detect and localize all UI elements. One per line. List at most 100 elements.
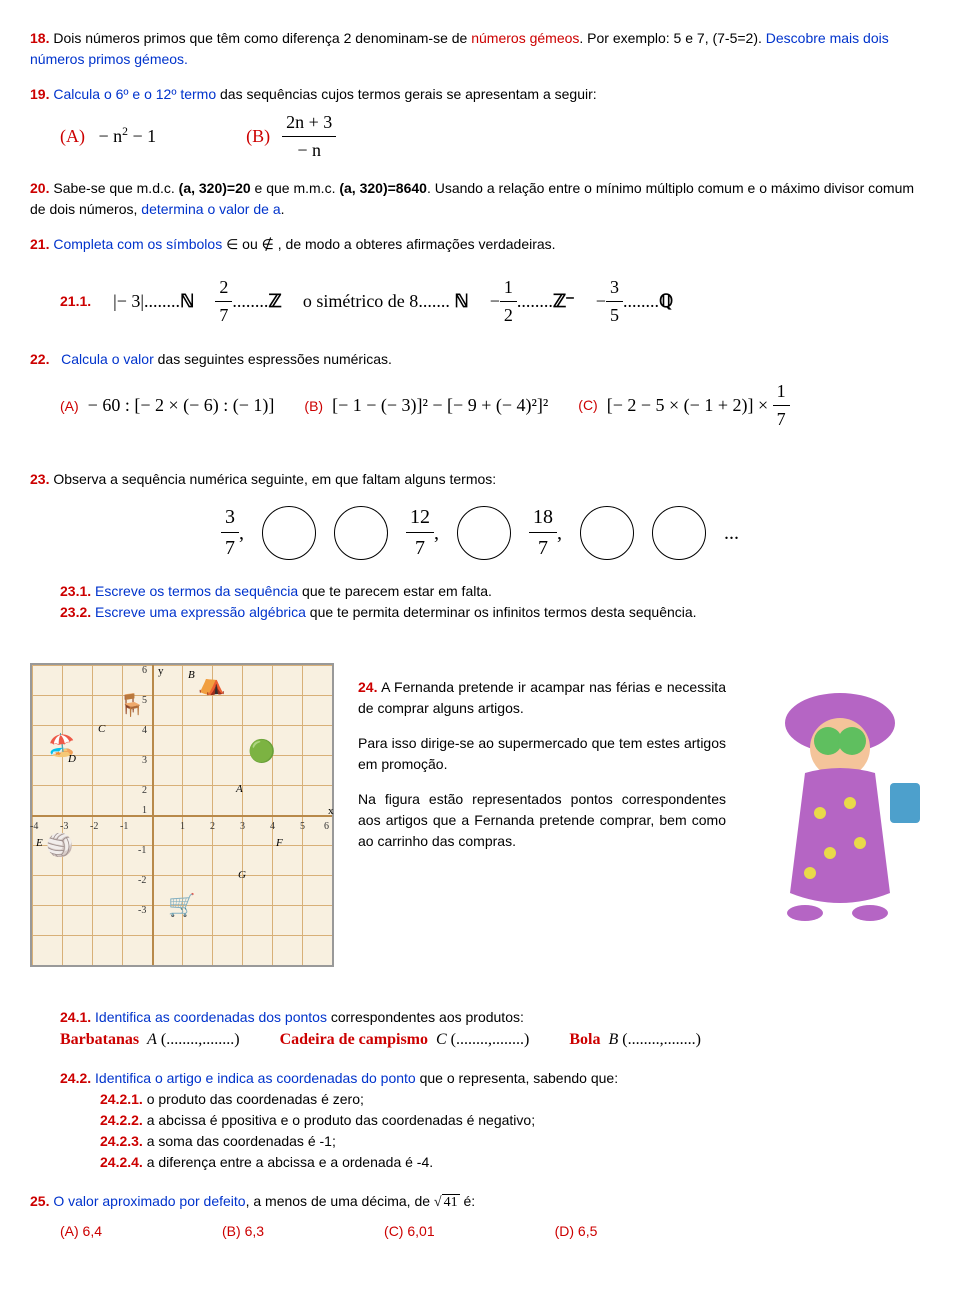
lady-illustration <box>750 663 930 929</box>
q21-1: 21.1. |− 3|........ℕ 27........ℤ o simét… <box>60 274 930 329</box>
tick-y: 2 <box>142 783 147 798</box>
q18-t3: . Por exemplo: 5 e 7, (7-5=2). <box>579 30 765 46</box>
q21-or: ou <box>238 236 261 252</box>
q24-text: 24. A Fernanda pretende ir acampar nas f… <box>358 663 726 866</box>
q21-num: 21. <box>30 236 49 252</box>
prod2v: C <box>436 1031 447 1048</box>
tick-y: -2 <box>138 873 146 888</box>
tick-x: 3 <box>240 819 245 834</box>
x-axis-label: x <box>328 803 334 820</box>
q24-1b: correspondentes aos produtos: <box>327 1009 524 1025</box>
prod2f: (........,........) <box>451 1031 530 1048</box>
q21-s1: ∈ <box>226 238 238 253</box>
q24-22n: 24.2.2. <box>100 1112 143 1128</box>
q21-e5t: 3 <box>606 274 623 302</box>
q21-tb: , de modo a obteres afirmações verdadeir… <box>274 236 556 252</box>
q21-e2s: ℤ <box>268 288 280 315</box>
q21-e2b: 7 <box>215 302 232 329</box>
q24-2a: Identifica o artigo e indica as coordena… <box>95 1070 416 1086</box>
q21-e4t: 1 <box>500 274 517 302</box>
q20-c: e que m.m.c. <box>251 180 340 196</box>
q21-e1a: |− 3| <box>113 291 144 311</box>
tick-x: 6 <box>324 819 329 834</box>
s-t2b: 7 <box>406 533 434 563</box>
q20-f: determina o valor de a <box>141 201 280 217</box>
q22-A: (A) <box>60 398 79 414</box>
q25-tc: é: <box>460 1193 476 1209</box>
q22-tb: das seguintes espressões numéricas. <box>154 351 392 367</box>
q21-1-num: 21.1. <box>60 291 91 312</box>
q21-e5s: ℚ <box>659 288 672 315</box>
q24-2b: que o representa, sabendo que: <box>416 1070 618 1086</box>
q22-exprs: (A) − 60 : [− 2 × (− 6) : (− 1)] (B) [− … <box>60 378 930 433</box>
tick-x: -4 <box>30 819 38 834</box>
ball-icon: 🏐 <box>46 829 73 862</box>
q22-ta: Calcula o valor <box>61 351 154 367</box>
q22-C: (C) <box>578 395 597 416</box>
tick-x: -2 <box>90 819 98 834</box>
q24-2-list: 24.2.1. o produto das coordenadas é zero… <box>100 1089 930 1173</box>
s-c2: , <box>434 518 439 548</box>
blank-circle <box>580 506 634 560</box>
q22-Ce: [− 2 − 5 × (− 1 + 2)] × <box>607 392 768 419</box>
prod3v: B <box>608 1031 618 1048</box>
q22-Cb: 7 <box>773 406 790 433</box>
q25-tb: , a menos de uma décima, de <box>246 1193 434 1209</box>
q19: 19. Calcula o 6º e o 12º termo das sequê… <box>30 84 930 164</box>
lbl-E: E <box>36 835 43 852</box>
s-t1b: 7 <box>221 533 239 563</box>
q21-ta: Completa com os símbolos <box>53 236 226 252</box>
tick-x: 5 <box>300 819 305 834</box>
q23-1: 23.1. Escreve os termos da sequência que… <box>60 581 930 602</box>
blank-circle <box>652 506 706 560</box>
q20-a: Sabe-se que m.d.c. <box>53 180 178 196</box>
q23-2b: que te permita determinar os infinitos t… <box>306 604 697 620</box>
q23-1a: Escreve os termos da sequência <box>95 583 298 599</box>
y-axis-label: y <box>158 663 164 680</box>
q25-C: (C) 6,01 <box>384 1221 435 1242</box>
q19-ta: Calcula o 6º e o 12º termo <box>53 86 216 102</box>
q20: 20. Sabe-se que m.d.c. (a, 320)=20 e que… <box>30 178 930 220</box>
q21-e3b: ....... <box>418 291 450 311</box>
q19-A-a: − n <box>99 126 123 146</box>
lbl-G: G <box>238 867 246 884</box>
q24: y x 6 5 4 3 2 1 -1 -2 -3 -4 -3 -2 -1 1 2… <box>30 663 930 967</box>
q23-num: 23. <box>30 471 49 487</box>
prod3: Bola <box>569 1031 600 1048</box>
q18-t1: Dois números primos que têm como diferen… <box>53 30 471 46</box>
tick-y: 6 <box>142 663 147 678</box>
tick-y: -1 <box>138 843 146 858</box>
q20-g: . <box>281 201 285 217</box>
q24-2: 24.2. Identifica o artigo e indica as co… <box>60 1068 930 1089</box>
lbl-D: D <box>68 751 76 768</box>
q24-23n: 24.2.3. <box>100 1133 143 1149</box>
q21-e4p: − <box>490 288 500 315</box>
lbl-F: F <box>276 835 283 852</box>
q19-B-top: 2n + 3 <box>282 109 336 137</box>
q18-t2: números gémeos <box>471 30 579 46</box>
prod3f: (........,........) <box>622 1031 701 1048</box>
q21-e1b: ........ <box>144 291 180 311</box>
q24-p1: A Fernanda pretende ir acampar nas féria… <box>358 679 726 716</box>
s-c3: , <box>557 518 562 548</box>
q24-24n: 24.2.4. <box>100 1154 143 1170</box>
q18-num: 18. <box>30 30 49 46</box>
q23-2: 23.2. Escreve uma expressão algébrica qu… <box>60 602 930 623</box>
tick-y: 3 <box>142 753 147 768</box>
q21: 21. Completa com os símbolos ∈ ou ∉ , de… <box>30 234 930 256</box>
q19-B-bot: − n <box>282 137 336 164</box>
q19-A: (A) <box>60 126 85 146</box>
q23-2n: 23.2. <box>60 604 91 620</box>
q24-21t: o produto das coordenadas é zero; <box>147 1091 364 1107</box>
coord-grid: y x 6 5 4 3 2 1 -1 -2 -3 -4 -3 -2 -1 1 2… <box>30 663 334 967</box>
q20-b: (a, 320)=20 <box>179 180 251 196</box>
q23-1n: 23.1. <box>60 583 91 599</box>
q23-seq: 37, 127, 187, ... <box>30 502 930 563</box>
q24-1: 24.1. Identifica as coordenadas dos pont… <box>60 1007 930 1028</box>
prod1v: A <box>147 1031 157 1048</box>
q19-A-b: − 1 <box>128 126 156 146</box>
q20-num: 20. <box>30 180 49 196</box>
q21-e2t: 2 <box>215 274 232 302</box>
chair-icon: 🪑 <box>118 689 145 722</box>
q22-Ct: 1 <box>773 378 790 406</box>
